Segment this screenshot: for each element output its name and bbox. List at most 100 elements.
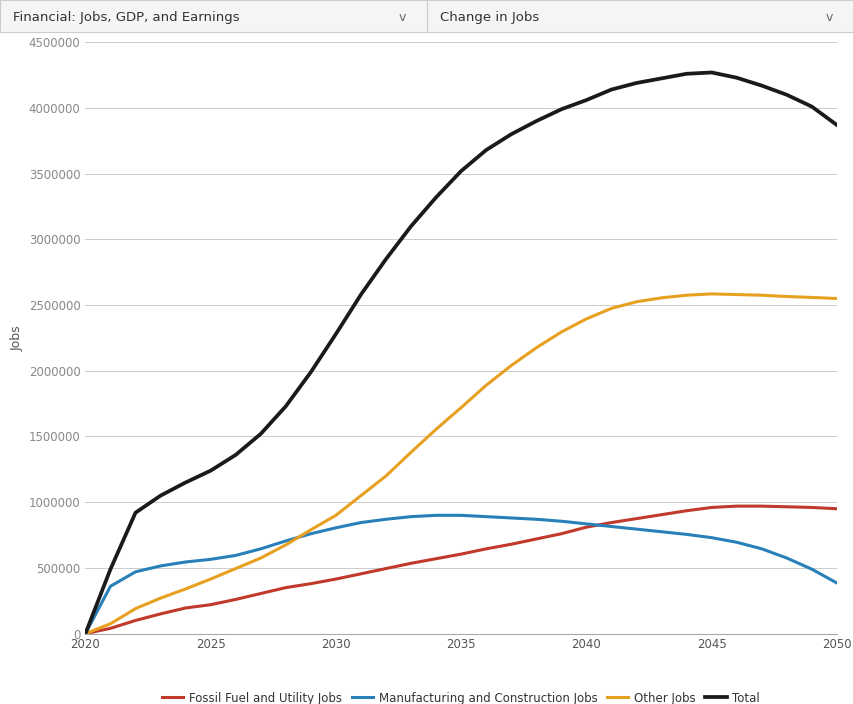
Fossil Fuel and Utility Jobs (806, 503, 816, 512)
Fossil Fuel and Utility Jobs (380, 565, 391, 573)
Total (180, 478, 190, 486)
Other Jobs (456, 403, 466, 412)
Other Jobs (230, 565, 241, 573)
Manufacturing and Construction Jobs (281, 536, 291, 545)
Fossil Fuel and Utility Jobs (506, 540, 516, 548)
Fossil Fuel and Utility Jobs (731, 502, 741, 510)
Line: Other Jobs: Other Jobs (85, 294, 836, 634)
Total (105, 565, 115, 574)
Other Jobs (255, 554, 265, 562)
Manufacturing and Construction Jobs (705, 534, 716, 542)
Total (255, 429, 265, 438)
Manufacturing and Construction Jobs (531, 515, 541, 524)
Fossil Fuel and Utility Jobs (480, 545, 490, 553)
Total (506, 130, 516, 139)
Fossil Fuel and Utility Jobs (681, 506, 691, 515)
Fossil Fuel and Utility Jobs (230, 595, 241, 603)
Total (780, 91, 791, 99)
Manufacturing and Construction Jobs (806, 565, 816, 574)
Other Jobs (681, 291, 691, 299)
Manufacturing and Construction Jobs (506, 514, 516, 522)
Other Jobs (80, 629, 90, 638)
Other Jobs (831, 294, 841, 303)
Fossil Fuel and Utility Jobs (656, 510, 666, 519)
Total (656, 74, 666, 82)
Total (630, 79, 641, 87)
Manufacturing and Construction Jobs (555, 517, 566, 525)
Manufacturing and Construction Jobs (380, 515, 391, 524)
Manufacturing and Construction Jobs (756, 545, 766, 553)
Manufacturing and Construction Jobs (831, 579, 841, 587)
Manufacturing and Construction Jobs (480, 513, 490, 521)
Fossil Fuel and Utility Jobs (105, 624, 115, 633)
Total (131, 508, 141, 517)
Total (681, 70, 691, 78)
Fossil Fuel and Utility Jobs (705, 503, 716, 512)
Total (731, 73, 741, 82)
Line: Manufacturing and Construction Jobs: Manufacturing and Construction Jobs (85, 515, 836, 634)
Manufacturing and Construction Jobs (80, 629, 90, 638)
Total (155, 491, 165, 500)
Manufacturing and Construction Jobs (155, 562, 165, 570)
Total (206, 467, 216, 475)
Manufacturing and Construction Jobs (180, 558, 190, 566)
Fossil Fuel and Utility Jobs (281, 584, 291, 592)
Fossil Fuel and Utility Jobs (456, 550, 466, 558)
Manufacturing and Construction Jobs (230, 551, 241, 560)
Other Jobs (105, 620, 115, 628)
Line: Total: Total (85, 73, 836, 634)
Other Jobs (356, 491, 366, 500)
Other Jobs (531, 344, 541, 352)
Manufacturing and Construction Jobs (681, 530, 691, 539)
Manufacturing and Construction Jobs (356, 518, 366, 527)
Manufacturing and Construction Jobs (456, 511, 466, 520)
Legend: Fossil Fuel and Utility Jobs, Manufacturing and Construction Jobs, Other Jobs, T: Fossil Fuel and Utility Jobs, Manufactur… (157, 687, 764, 704)
Total (356, 290, 366, 298)
Total (281, 402, 291, 410)
Manufacturing and Construction Jobs (606, 522, 616, 531)
Total (305, 368, 316, 377)
Other Jobs (206, 575, 216, 584)
Total (581, 96, 591, 104)
Fossil Fuel and Utility Jobs (831, 505, 841, 513)
Manufacturing and Construction Jobs (731, 538, 741, 546)
Other Jobs (581, 315, 591, 323)
Fossil Fuel and Utility Jobs (80, 629, 90, 638)
Total (806, 102, 816, 111)
Other Jobs (780, 292, 791, 301)
Fossil Fuel and Utility Jobs (255, 589, 265, 598)
Total (405, 222, 415, 230)
Manufacturing and Construction Jobs (131, 567, 141, 576)
Manufacturing and Construction Jobs (630, 525, 641, 534)
Manufacturing and Construction Jobs (581, 520, 591, 528)
Other Jobs (606, 304, 616, 313)
Other Jobs (630, 298, 641, 306)
Total (230, 451, 241, 459)
Fossil Fuel and Utility Jobs (180, 604, 190, 612)
Other Jobs (731, 290, 741, 298)
Fossil Fuel and Utility Jobs (356, 570, 366, 578)
Text: v: v (397, 11, 405, 24)
Other Jobs (756, 291, 766, 299)
Other Jobs (705, 289, 716, 298)
Fossil Fuel and Utility Jobs (131, 616, 141, 624)
Other Jobs (480, 381, 490, 389)
Fossil Fuel and Utility Jobs (330, 575, 340, 584)
Other Jobs (281, 541, 291, 549)
Manufacturing and Construction Jobs (255, 545, 265, 553)
Other Jobs (305, 526, 316, 534)
Manufacturing and Construction Jobs (656, 527, 666, 536)
Manufacturing and Construction Jobs (431, 511, 441, 520)
Fossil Fuel and Utility Jobs (555, 529, 566, 538)
Other Jobs (806, 294, 816, 302)
Total (705, 68, 716, 77)
Y-axis label: Jobs: Jobs (10, 325, 23, 351)
Fossil Fuel and Utility Jobs (155, 610, 165, 618)
Fossil Fuel and Utility Jobs (780, 503, 791, 511)
Total (756, 82, 766, 90)
Total (831, 121, 841, 130)
Fossil Fuel and Utility Jobs (405, 559, 415, 567)
Other Jobs (330, 511, 340, 520)
Fossil Fuel and Utility Jobs (206, 601, 216, 609)
Other Jobs (180, 585, 190, 593)
